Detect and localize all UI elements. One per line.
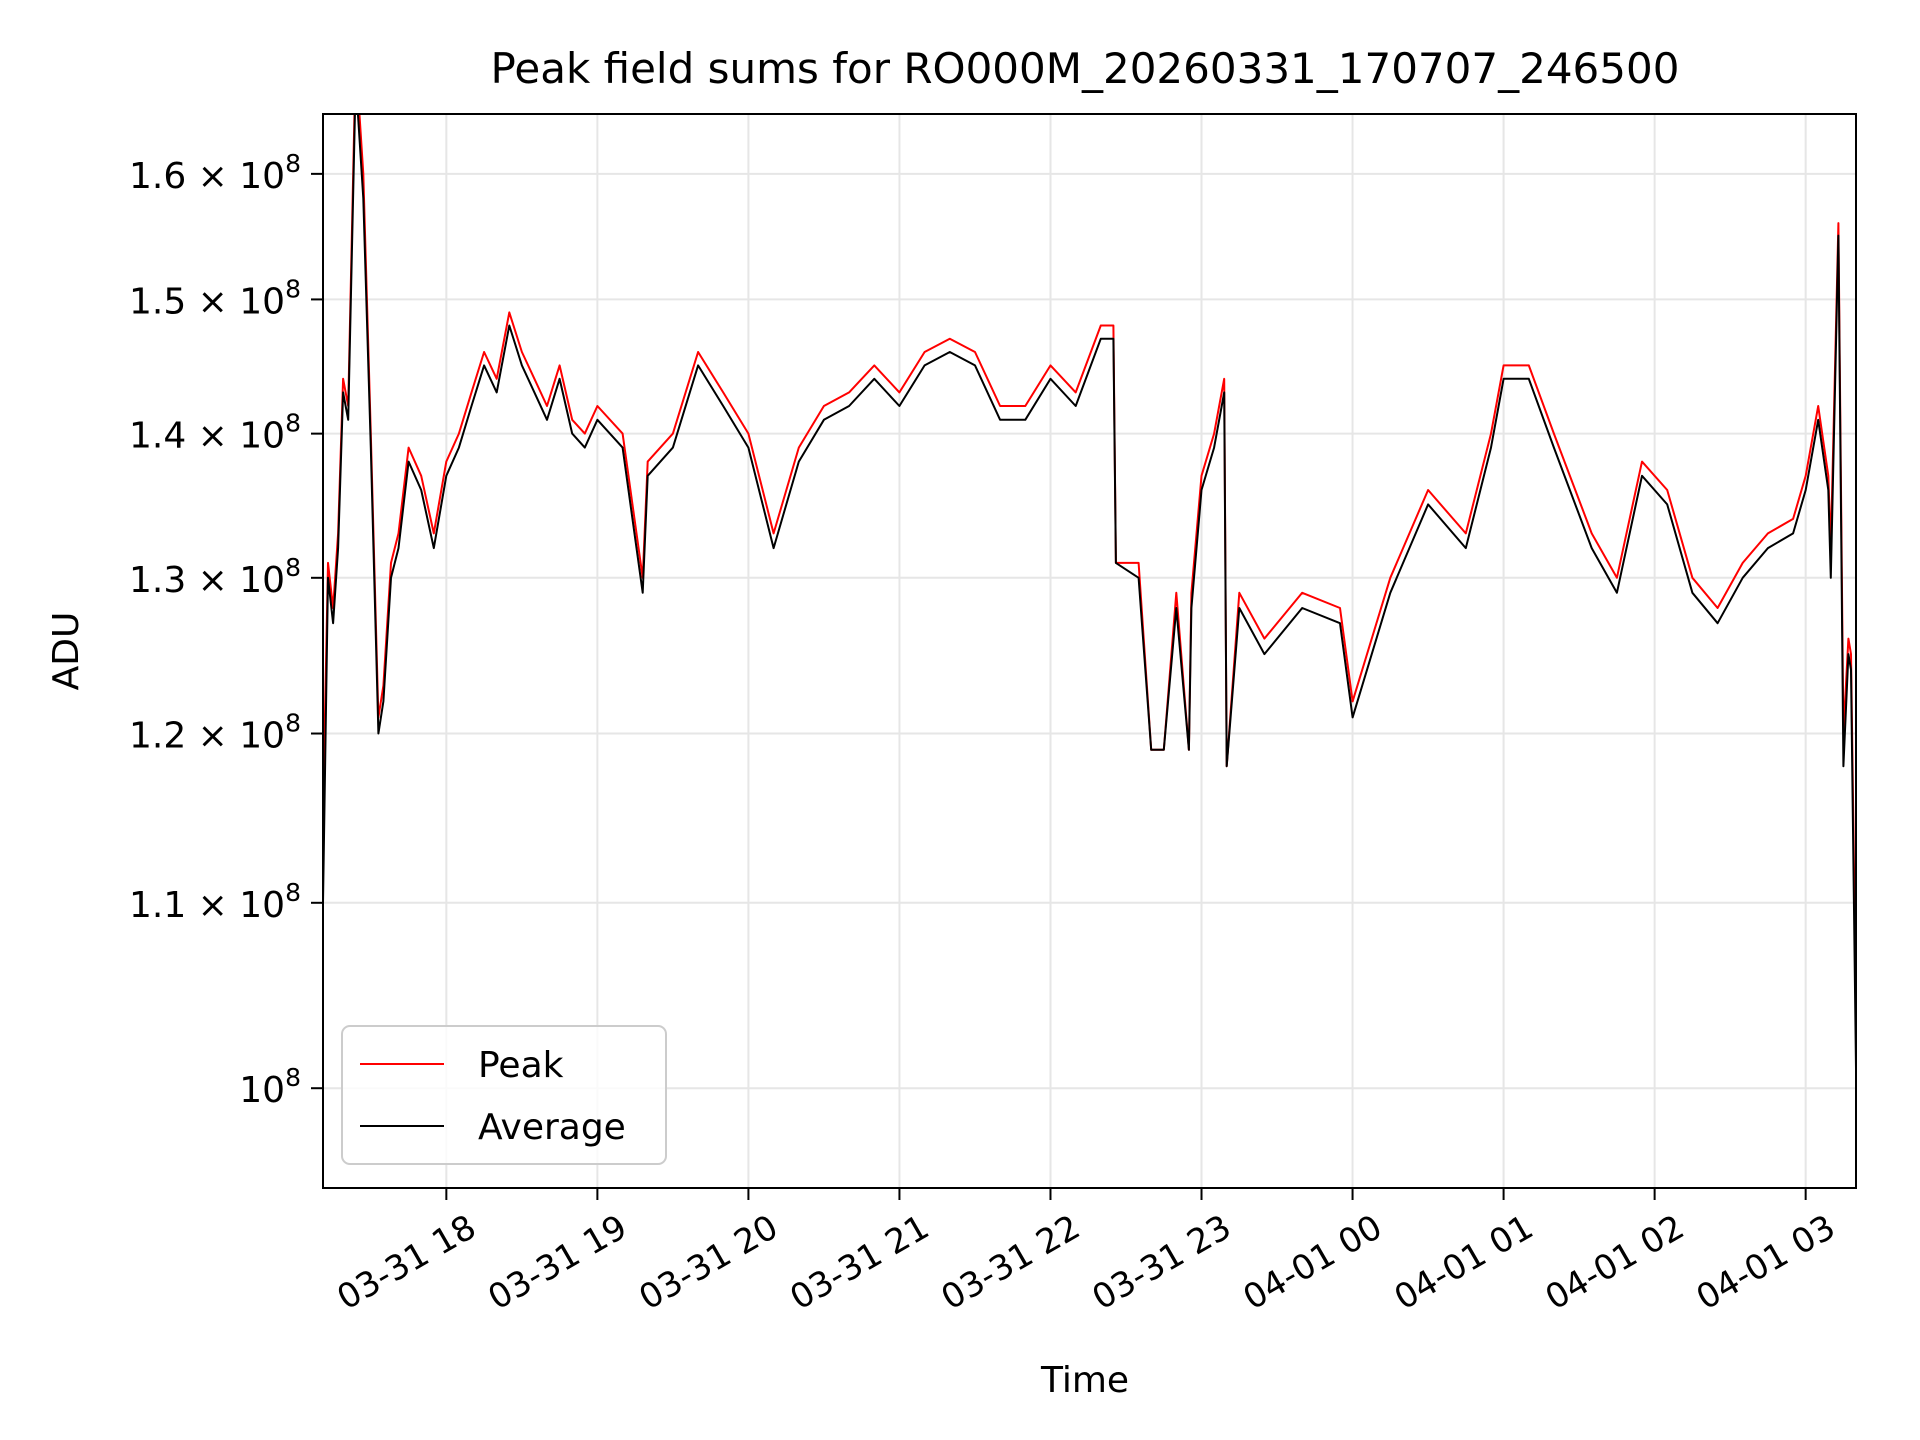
y-axis-label: ADU (46, 612, 87, 691)
x-axis-label: Time (1040, 1360, 1129, 1401)
y-tick-label: 1.2 × 108 (129, 709, 301, 757)
y-tick-label: 1.4 × 108 (129, 409, 301, 457)
y-tick-label: 108 (239, 1063, 301, 1111)
series-line-average (323, 114, 1856, 1069)
series-line-peak (323, 114, 1856, 1012)
series-lines (323, 114, 1856, 1069)
legend-box (341, 1025, 667, 1165)
legend-label: Peak (478, 1045, 564, 1086)
chart-title: Peak field sums for RO000M_20260331_1707… (491, 44, 1680, 93)
grid-lines (323, 114, 1856, 1188)
legend: Peak Average (341, 1025, 667, 1165)
plot-frame (322, 113, 1857, 1189)
y-tick-label: 1.5 × 108 (129, 274, 301, 322)
legend-label: Average (478, 1107, 626, 1148)
y-axis-ticks: 108 1.1 × 108 1.2 × 108 1.3 × 108 1.4 × 108 1… (129, 149, 323, 1111)
y-tick-label: 1.3 × 108 (129, 553, 301, 601)
y-tick-label: 1.1 × 108 (129, 878, 301, 926)
y-tick-label: 1.6 × 108 (129, 149, 301, 197)
